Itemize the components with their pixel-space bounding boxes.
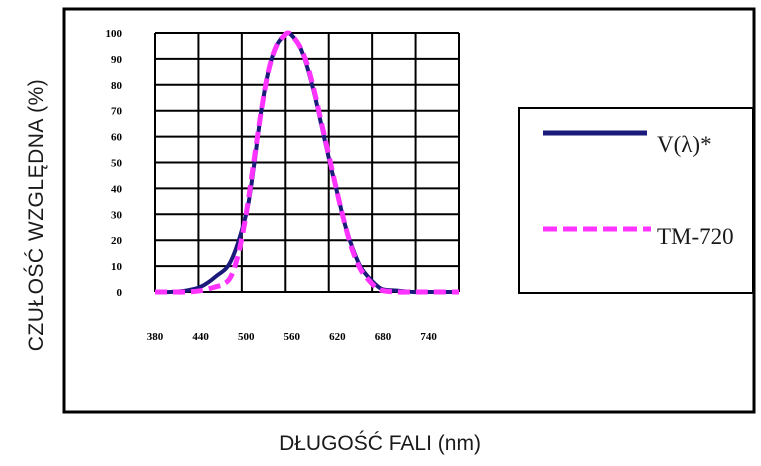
x-tick-label: 560	[284, 331, 301, 343]
y-tick-label: 70	[111, 106, 123, 118]
x-axis-label: DŁUGOŚĆ FALI (nm)	[279, 432, 481, 455]
y-tick-label: 50	[111, 158, 123, 170]
y-tick-label: 90	[111, 54, 123, 66]
y-tick-label: 40	[111, 183, 123, 195]
x-tick-label: 620	[329, 331, 346, 343]
series-line-tm720	[155, 30, 459, 295]
x-tick-label: 740	[420, 331, 437, 343]
legend-box	[518, 107, 754, 294]
y-tick-label: 20	[111, 235, 123, 247]
y-tick-label: 0	[117, 287, 123, 299]
y-tick-label: 30	[111, 209, 123, 221]
y-axis-ticks: 0 10 20 30 40 50 60 70 80 90 100	[106, 28, 123, 299]
legend-label-tm720: TM-720	[657, 224, 734, 249]
legend-label-vlambda: V(λ)*	[657, 132, 712, 157]
x-axis-ticks: 380 440 500 560 620 680 740	[147, 331, 438, 343]
legend: V(λ)* TM-720	[518, 107, 754, 294]
y-axis-label: CZUŁOŚĆ WZGLĘDNA (%)	[25, 78, 48, 352]
x-tick-label: 500	[238, 331, 255, 343]
x-tick-label: 440	[192, 331, 209, 343]
y-tick-label: 10	[111, 261, 123, 273]
x-tick-label: 680	[375, 331, 392, 343]
y-tick-label: 80	[111, 80, 123, 92]
y-tick-label: 60	[111, 132, 123, 144]
x-tick-label: 380	[147, 331, 164, 343]
series-group	[154, 30, 459, 295]
y-tick-label: 100	[106, 28, 123, 40]
